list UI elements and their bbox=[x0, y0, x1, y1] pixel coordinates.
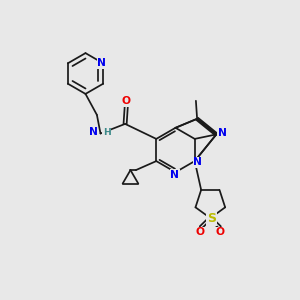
Text: N: N bbox=[193, 157, 202, 167]
Text: O: O bbox=[122, 96, 131, 106]
Text: N: N bbox=[97, 58, 106, 68]
Text: N: N bbox=[170, 169, 179, 180]
Text: S: S bbox=[207, 212, 216, 225]
Text: O: O bbox=[216, 227, 225, 237]
Text: N: N bbox=[89, 127, 98, 137]
Text: N: N bbox=[218, 128, 227, 138]
Text: H: H bbox=[103, 128, 110, 137]
Text: O: O bbox=[196, 227, 205, 237]
